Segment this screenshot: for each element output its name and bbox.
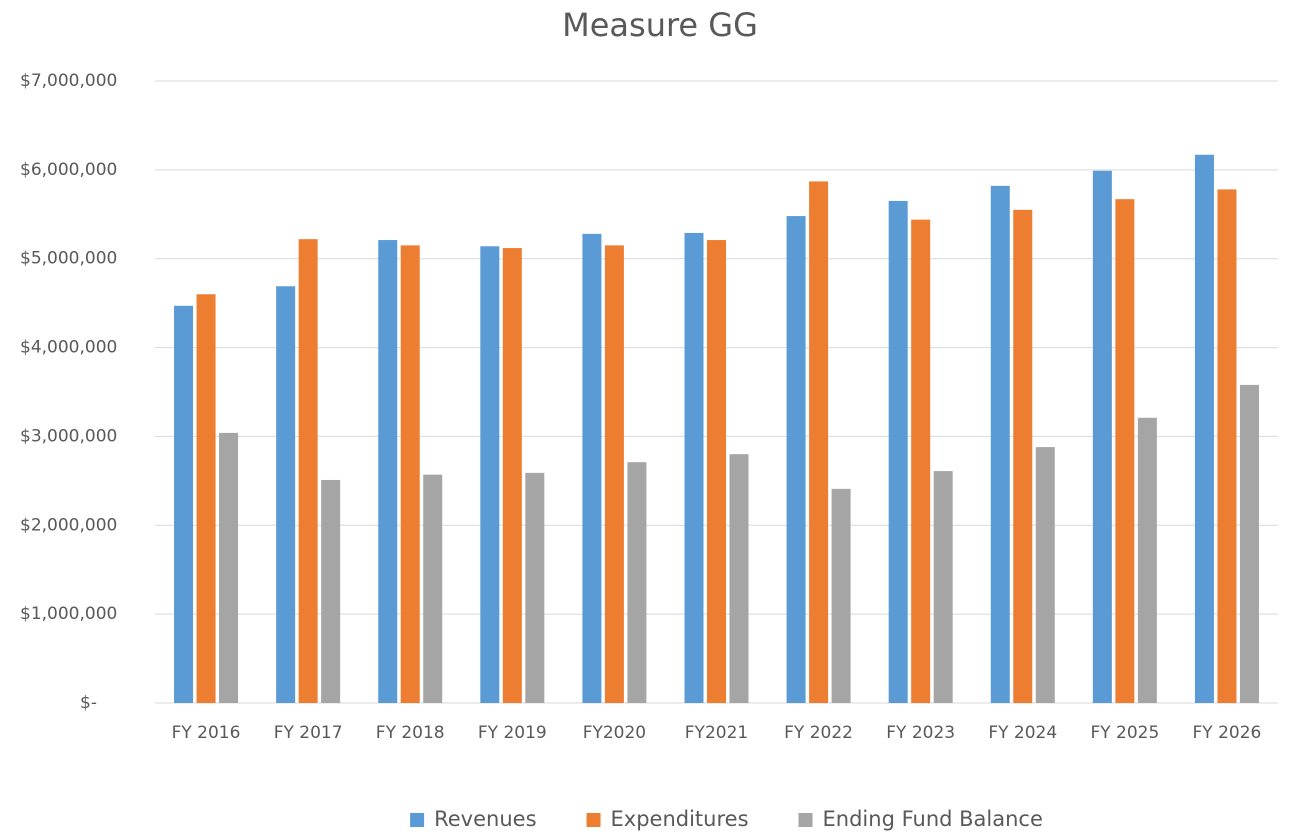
bar — [525, 472, 545, 703]
y-tick-label: $5,000,000 — [20, 249, 117, 269]
y-tick-label: $7,000,000 — [20, 71, 117, 91]
y-tick-label: $4,000,000 — [20, 338, 117, 358]
bar — [480, 246, 500, 703]
x-tick-label: FY 2016 — [172, 723, 241, 743]
bar — [400, 245, 420, 703]
bar — [707, 240, 726, 703]
x-tick-label: FY 2024 — [988, 723, 1057, 743]
x-tick-label: FY 2026 — [1193, 723, 1262, 743]
legend-label: Ending Fund Balance — [823, 807, 1043, 831]
bar — [196, 294, 216, 703]
bar — [582, 233, 602, 703]
bar — [627, 462, 647, 703]
bar — [911, 219, 931, 704]
legend-swatch — [410, 813, 425, 827]
bar — [809, 181, 829, 703]
bar — [1092, 170, 1112, 703]
bar — [1137, 417, 1157, 703]
y-tick-label: $2,000,000 — [20, 515, 117, 535]
y-tick-label: $- — [80, 693, 97, 713]
bar — [502, 248, 522, 703]
y-tick-label: $3,000,000 — [20, 426, 117, 446]
bar — [729, 454, 749, 703]
bar — [786, 216, 806, 703]
bar — [1013, 209, 1033, 704]
x-tick-label: FY 2023 — [886, 723, 955, 743]
y-tick-label: $6,000,000 — [20, 160, 117, 180]
bar — [423, 474, 443, 703]
bar — [378, 240, 398, 703]
x-tick-label: FY 2017 — [274, 723, 343, 743]
legend-swatch — [586, 813, 601, 827]
x-tick-label: FY 2018 — [376, 723, 445, 743]
x-tick-label: FY2020 — [583, 723, 646, 743]
x-tick-label: FY 2025 — [1090, 723, 1159, 743]
bar — [219, 432, 239, 703]
bar — [933, 471, 953, 703]
bar — [174, 305, 194, 703]
bar — [1115, 199, 1135, 703]
chart-title: Measure GG — [562, 6, 758, 44]
bar — [604, 245, 624, 703]
x-tick-label: FY 2019 — [478, 723, 547, 743]
bar — [831, 488, 851, 703]
legend-swatch — [798, 813, 813, 827]
bar — [888, 200, 908, 703]
bar — [298, 239, 318, 703]
legend-label: Expenditures — [611, 807, 749, 831]
y-tick-label: $1,000,000 — [20, 604, 117, 624]
bar — [321, 479, 341, 703]
legend-label: Revenues — [434, 807, 536, 831]
bar — [1194, 154, 1214, 703]
bar — [1239, 384, 1259, 703]
bar — [990, 185, 1010, 703]
x-tick-label: FY2021 — [685, 723, 748, 743]
bar — [684, 232, 704, 703]
bar — [1035, 447, 1055, 703]
bar — [276, 286, 296, 703]
x-tick-label: FY 2022 — [784, 723, 853, 743]
bar — [1217, 189, 1237, 704]
